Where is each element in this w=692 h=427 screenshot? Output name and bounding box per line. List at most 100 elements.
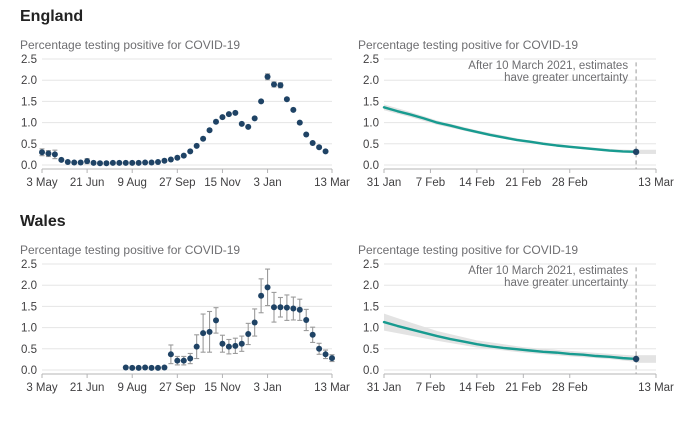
data-point-dot (142, 159, 149, 166)
uncertainty-annotation: have greater uncertainty (504, 72, 628, 84)
data-point-dot (161, 157, 168, 164)
data-point-dot (219, 114, 226, 121)
data-point-dot (277, 82, 284, 89)
y-tick-label: 2.5 (21, 54, 37, 66)
data-point-dot (97, 160, 103, 167)
x-tick-label: 9 Aug (118, 382, 147, 394)
data-point-dot (51, 151, 58, 158)
chart-subtitle: Percentage testing positive for COVID-19 (20, 38, 241, 52)
data-point-dot (225, 111, 232, 118)
x-tick-label: 7 Feb (416, 177, 445, 189)
data-point-dot (322, 351, 329, 358)
england-observed-chart: 0.0 0.5 1.0 1.5 2.0 2.5 3 May 21 Jun 9 Aug 27 Sep… (21, 54, 350, 189)
wales-observed-chart: 0.0 0.5 1.0 1.5 2.0 2.5 3 May 21 Jun 9 Aug 27 Sep… (21, 259, 350, 394)
y-tick-label: 0.0 (21, 365, 37, 377)
data-point-dot (264, 284, 271, 291)
y-tick-label: 1.0 (363, 323, 379, 335)
y-tick-label: 1.5 (21, 301, 37, 313)
confidence-band (384, 104, 637, 154)
latest-estimate-dot (632, 148, 640, 156)
data-point-dot (148, 159, 155, 166)
y-tick-label: 1.0 (363, 118, 379, 130)
data-point-dot (206, 328, 213, 335)
x-tick-label: 7 Feb (416, 382, 445, 394)
data-point-dot (238, 340, 245, 347)
data-point-dot (200, 135, 207, 142)
data-point-dot (103, 160, 110, 167)
data-point-dot (258, 98, 265, 105)
data-point-dot (329, 355, 335, 362)
data-point-dot (213, 317, 219, 324)
uncertainty-annotation: After 10 March 2021, estimates (468, 265, 628, 277)
data-point-dot (251, 115, 258, 122)
data-point-dot (322, 148, 329, 155)
x-tick-label: 3 May (26, 177, 58, 189)
y-tick-label: 1.0 (21, 323, 37, 335)
data-point-dot (180, 152, 187, 159)
x-tick-label: 21 Feb (505, 382, 541, 394)
post-estimate-uncertainty-band (636, 355, 656, 363)
data-point-dot (258, 292, 265, 299)
data-point-dot (167, 351, 174, 358)
y-tick-label: 2.5 (363, 259, 379, 271)
x-tick-label: 14 Feb (459, 382, 495, 394)
modelled-estimate-line (382, 106, 638, 154)
y-tick-label: 0.5 (363, 344, 379, 356)
data-point-dot (238, 120, 245, 127)
data-point-dot (71, 159, 78, 166)
wales-modelled-chart-figure: Percentage testing positive for COVID-19… (358, 243, 684, 398)
chart-subtitle: Percentage testing positive for COVID-19 (20, 243, 241, 257)
data-point-dot (161, 364, 168, 371)
y-tick-label: 2.0 (363, 75, 379, 87)
section-title-england: England (20, 8, 84, 25)
y-tick-label: 0.0 (363, 365, 379, 377)
data-point-dot (316, 345, 323, 352)
data-point-dot (290, 305, 297, 312)
y-tick-label: 0.5 (21, 344, 37, 356)
england-modelled-chart: 0.0 0.5 1.0 1.5 2.0 2.5 31 Jan 7 Feb 14 Feb 21 Fe… (363, 54, 674, 189)
data-point-dot (277, 304, 284, 311)
data-point-dot (109, 159, 116, 166)
data-point-dot (90, 159, 97, 166)
x-tick-label: 3 Jan (253, 382, 281, 394)
data-point-dot (316, 144, 323, 151)
data-point-dot (283, 304, 290, 311)
confidence-band (384, 313, 637, 362)
y-tick-label: 0.0 (21, 160, 37, 172)
data-point-dot (213, 118, 219, 125)
x-tick-label: 31 Jan (367, 382, 402, 394)
data-point-dot (39, 149, 45, 156)
y-tick-label: 2.0 (363, 280, 379, 292)
data-point-dot (187, 148, 194, 155)
data-point-dot (296, 119, 303, 126)
wales-charts-row: Percentage testing positive for COVID-19… (20, 243, 674, 398)
x-tick-label: 31 Jan (367, 177, 402, 189)
x-tick-label: 15 Nov (204, 382, 241, 394)
data-point-dot (174, 154, 181, 161)
x-tick-label: 21 Jun (70, 177, 105, 189)
data-point-dot (245, 123, 252, 130)
data-point-dot (135, 364, 142, 371)
data-point-dot (219, 340, 226, 347)
data-point-dot (58, 156, 65, 163)
section-wales: Wales Percentage testing positive for CO… (20, 213, 674, 398)
x-tick-label: 28 Feb (552, 177, 588, 189)
uncertainty-annotation: have greater uncertainty (504, 277, 628, 289)
y-tick-label: 0.5 (21, 139, 37, 151)
data-point-dot (232, 342, 239, 349)
x-tick-label: 13 Mar (638, 382, 674, 394)
x-tick-label: 15 Nov (204, 177, 241, 189)
y-tick-label: 2.0 (21, 280, 37, 292)
y-tick-label: 0.0 (363, 160, 379, 172)
data-point-dot (309, 139, 316, 146)
data-point-dot (290, 106, 297, 113)
data-point-dot (264, 73, 271, 80)
england-charts-row: Percentage testing positive for COVID-19… (20, 38, 674, 193)
england-modelled-chart-figure: Percentage testing positive for COVID-19… (358, 38, 684, 193)
y-tick-label: 2.5 (21, 259, 37, 271)
modelled-estimate-line (382, 320, 638, 361)
post-estimate-uncertainty-band (636, 149, 656, 154)
data-point-dot (303, 131, 310, 138)
y-tick-label: 1.5 (363, 301, 379, 313)
y-tick-label: 2.0 (21, 75, 37, 87)
